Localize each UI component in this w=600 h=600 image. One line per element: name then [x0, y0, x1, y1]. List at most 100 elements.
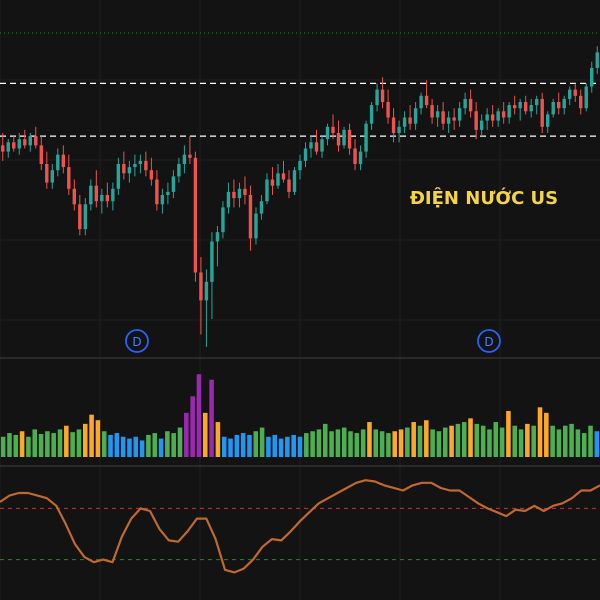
candle [534, 95, 539, 115]
dividend-marker[interactable]: D [125, 329, 149, 353]
volume-bar [581, 433, 587, 457]
candle-body [248, 195, 253, 239]
candle-body [72, 188, 77, 205]
candle-body [78, 204, 82, 230]
candle [182, 145, 187, 174]
candle [34, 126, 38, 149]
candle [199, 257, 203, 335]
candle [568, 86, 572, 106]
candle-body [281, 173, 286, 180]
candle [111, 182, 115, 211]
candle [336, 120, 341, 152]
volume-bar [537, 407, 543, 457]
volume-bar [556, 429, 562, 457]
volume-bar [436, 431, 442, 457]
volume-bar [202, 412, 208, 457]
candle-body [259, 201, 264, 214]
candle-body [89, 185, 93, 205]
volume-bar [544, 412, 549, 457]
volume-bar [13, 434, 19, 457]
candle [441, 102, 445, 130]
candle [331, 114, 335, 140]
candle [573, 83, 577, 102]
candle-body [111, 188, 115, 202]
rsi-line [0, 479, 600, 574]
volume-bar [373, 429, 379, 457]
candle-body [557, 102, 561, 109]
candle-body [562, 98, 566, 109]
volume-pane [0, 374, 600, 457]
candle [171, 170, 176, 199]
volume-bar [266, 436, 271, 457]
candle [446, 111, 451, 133]
candle [56, 148, 60, 177]
candle [584, 83, 588, 112]
volume-bar [114, 433, 120, 457]
volume-bar [259, 427, 265, 457]
volume-bar [480, 425, 486, 457]
candle [579, 89, 583, 115]
candle-body [320, 139, 324, 152]
volume-bar [575, 429, 581, 457]
volume-bar [322, 423, 328, 457]
volume-bar [493, 422, 499, 457]
candle [309, 136, 313, 158]
candle [358, 145, 363, 171]
volume-bar [221, 436, 227, 457]
candle [39, 136, 43, 171]
candle-body [122, 164, 126, 174]
candle [232, 179, 236, 208]
candle [17, 133, 21, 155]
volume-bar [512, 425, 518, 457]
candle [496, 108, 500, 127]
candle [463, 92, 467, 115]
candle [490, 105, 495, 127]
candle [1, 133, 5, 161]
candle [50, 164, 54, 189]
candle-body [358, 151, 363, 164]
volume-bar [499, 427, 505, 457]
candle-body [518, 102, 522, 109]
volume-bar [506, 411, 511, 457]
candle [215, 226, 220, 267]
candle-body [232, 191, 236, 199]
dividend-marker-label: D [132, 335, 141, 349]
volume-bar [101, 431, 107, 457]
dividend-marker[interactable]: D [477, 329, 501, 353]
volume-bar [146, 434, 151, 457]
candle [89, 179, 93, 211]
volume-bar [386, 433, 391, 457]
candle-body [17, 139, 21, 149]
candle [518, 98, 522, 121]
candle [12, 136, 16, 152]
candle-body [568, 89, 572, 99]
candle-body [468, 98, 473, 112]
dividend-marker-label: D [484, 335, 493, 349]
candle-body [369, 105, 374, 124]
candle-body [595, 52, 599, 68]
candle-body [226, 191, 231, 208]
candle-body [512, 105, 517, 109]
candle-body [391, 117, 396, 133]
candle-body [507, 105, 511, 118]
candle [402, 111, 407, 133]
candle-body [364, 123, 368, 152]
candle-body [380, 89, 385, 102]
candle [551, 98, 555, 118]
volume-bar [184, 412, 189, 457]
volume-bar [297, 436, 303, 457]
volume-bar [82, 423, 88, 457]
candle [546, 111, 550, 133]
volume-bar [354, 433, 360, 457]
volume-bar [38, 434, 44, 457]
candle [133, 154, 137, 177]
candle-body [193, 157, 198, 273]
candle-body [204, 281, 209, 301]
candle [105, 182, 110, 208]
volume-bar [411, 422, 416, 457]
volume-bar [64, 425, 69, 457]
candle-body [28, 136, 32, 146]
candle-body [45, 164, 49, 183]
candle [237, 182, 242, 208]
volume-bar [291, 434, 296, 457]
